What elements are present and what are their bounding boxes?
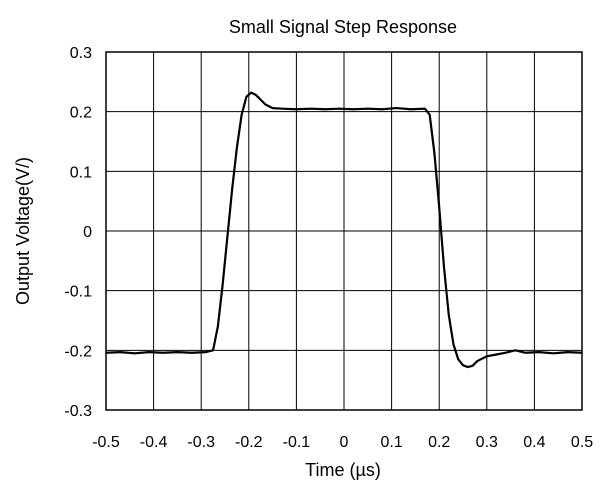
y-tick-label: -0.1 xyxy=(64,284,92,301)
y-tick-labels: 0.3 0.2 0.1 0 -0.1 -0.2 -0.3 xyxy=(64,45,92,420)
y-tick-label: 0.3 xyxy=(70,45,92,62)
x-tick-label: 0 xyxy=(340,434,349,451)
y-tick-label: 0 xyxy=(83,224,92,241)
y-axis-title: Output Voltage(V/) xyxy=(13,157,33,305)
x-tick-label: -0.3 xyxy=(187,434,215,451)
x-tick-label: -0.2 xyxy=(235,434,263,451)
y-tick-label: 0.2 xyxy=(70,105,92,122)
series-group xyxy=(105,91,583,369)
x-tick-label: -0.1 xyxy=(283,434,311,451)
x-tick-label: 0.2 xyxy=(428,434,450,451)
x-tick-label: 0.3 xyxy=(476,434,498,451)
x-tick-labels: -0.5 -0.4 -0.3 -0.2 -0.1 0 0.1 0.2 0.3 0.4 0.5 xyxy=(92,434,593,451)
y-tick-label: 0.1 xyxy=(70,164,92,181)
x-tick-label: 0.1 xyxy=(380,434,402,451)
y-tick-label: -0.3 xyxy=(64,403,92,420)
x-tick-label: 0.4 xyxy=(523,434,545,451)
step-response-line xyxy=(105,91,583,369)
x-tick-label: -0.4 xyxy=(140,434,168,451)
x-tick-label: 0.5 xyxy=(571,434,593,451)
plot-area-frame xyxy=(105,51,583,411)
grid-lines xyxy=(105,51,583,411)
y-tick-label: -0.2 xyxy=(64,343,92,360)
x-tick-label: -0.5 xyxy=(92,434,120,451)
chart-title: Small Signal Step Response xyxy=(229,17,457,37)
x-axis-title: Time (µs) xyxy=(305,460,381,480)
